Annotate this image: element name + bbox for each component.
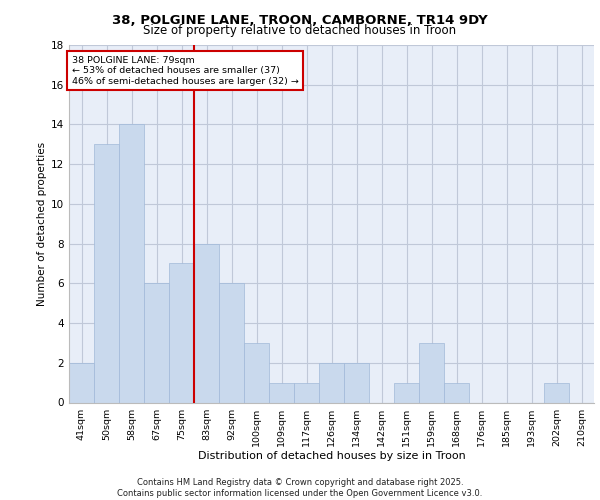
Bar	[544, 382, 569, 402]
Text: Contains HM Land Registry data © Crown copyright and database right 2025.
Contai: Contains HM Land Registry data © Crown c…	[118, 478, 482, 498]
Bar	[244, 343, 269, 402]
Bar	[69, 363, 94, 403]
Bar	[144, 284, 169, 403]
Bar	[269, 382, 294, 402]
Bar	[444, 382, 469, 402]
Bar	[219, 284, 244, 403]
Text: Size of property relative to detached houses in Troon: Size of property relative to detached ho…	[143, 24, 457, 37]
Bar	[94, 144, 119, 402]
Bar	[319, 363, 344, 403]
Text: 38, POLGINE LANE, TROON, CAMBORNE, TR14 9DY: 38, POLGINE LANE, TROON, CAMBORNE, TR14 …	[112, 14, 488, 27]
Bar	[194, 244, 219, 402]
Bar	[344, 363, 369, 403]
Bar	[169, 264, 194, 402]
Bar	[394, 382, 419, 402]
X-axis label: Distribution of detached houses by size in Troon: Distribution of detached houses by size …	[197, 452, 466, 462]
Y-axis label: Number of detached properties: Number of detached properties	[37, 142, 47, 306]
Text: 38 POLGINE LANE: 79sqm
← 53% of detached houses are smaller (37)
46% of semi-det: 38 POLGINE LANE: 79sqm ← 53% of detached…	[71, 56, 299, 86]
Bar	[419, 343, 444, 402]
Bar	[294, 382, 319, 402]
Bar	[119, 124, 144, 402]
